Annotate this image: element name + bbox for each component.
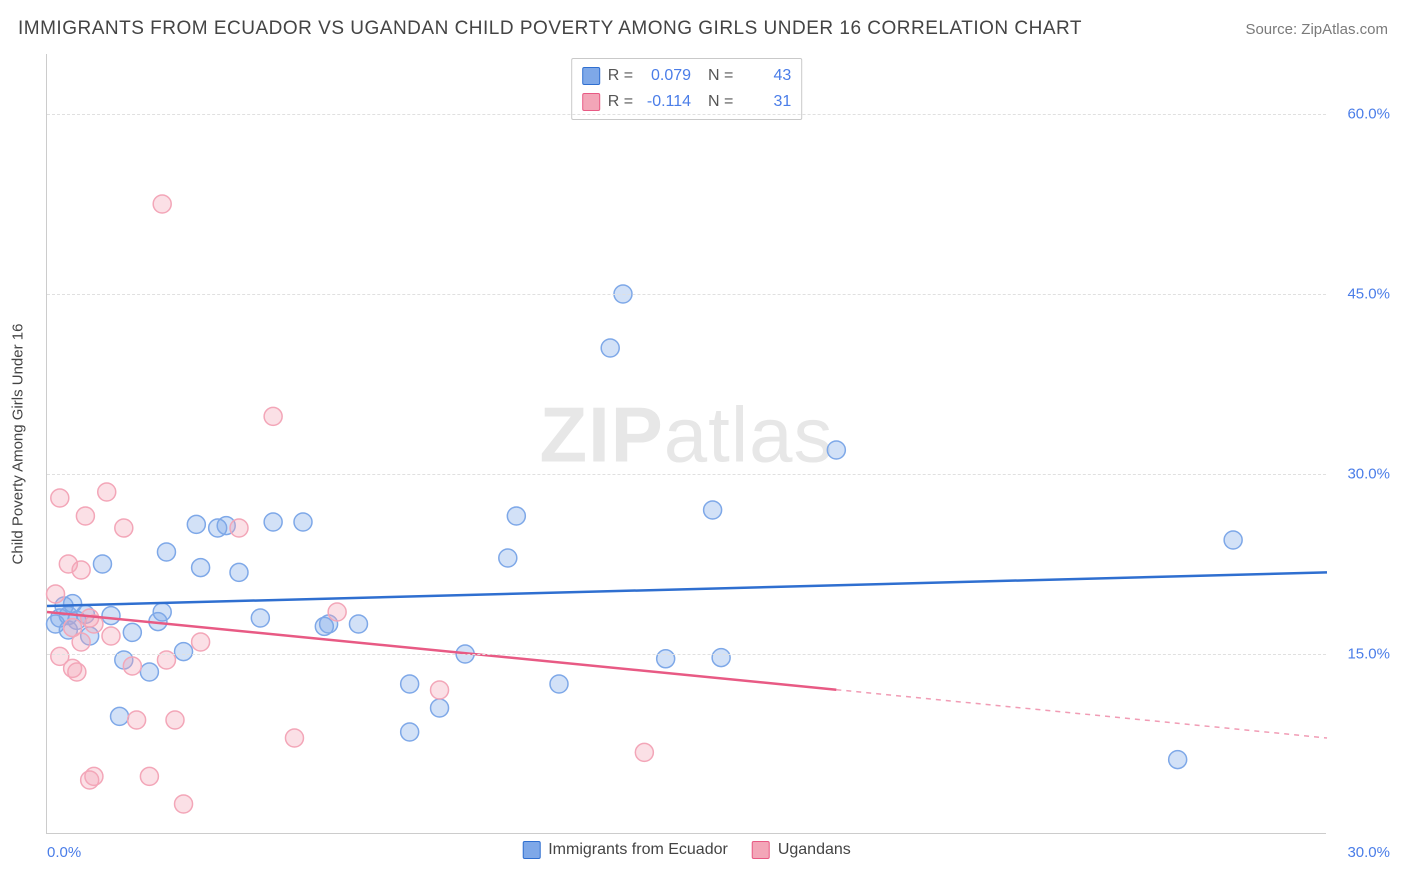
series-label-0: Immigrants from Ecuador <box>548 841 728 859</box>
legend-swatch-icon <box>582 93 600 111</box>
legend-swatch-icon <box>752 841 770 859</box>
r-value-0: 0.079 <box>641 63 691 89</box>
scatter-point <box>431 699 449 717</box>
n-value-1: 31 <box>741 89 791 115</box>
series-item-0: Immigrants from Ecuador <box>522 841 728 859</box>
gridline <box>47 294 1326 295</box>
scatter-point <box>712 649 730 667</box>
scatter-point <box>230 563 248 581</box>
scatter-point <box>72 561 90 579</box>
series-legend: Immigrants from Ecuador Ugandans <box>522 841 851 859</box>
scatter-point <box>128 711 146 729</box>
chart-title: IMMIGRANTS FROM ECUADOR VS UGANDAN CHILD… <box>18 18 1082 40</box>
stats-row-0: R = 0.079 N = 43 <box>582 63 792 89</box>
n-value-0: 43 <box>741 63 791 89</box>
scatter-point <box>285 729 303 747</box>
scatter-point <box>102 607 120 625</box>
scatter-point <box>123 657 141 675</box>
scatter-point <box>175 795 193 813</box>
scatter-point <box>187 515 205 533</box>
scatter-point <box>76 507 94 525</box>
scatter-point <box>294 513 312 531</box>
scatter-point <box>68 663 86 681</box>
scatter-point <box>140 663 158 681</box>
r-value-1: -0.114 <box>641 89 691 115</box>
scatter-point <box>47 585 65 603</box>
plot-container: Child Poverty Among Girls Under 16 ZIPat… <box>46 54 1326 834</box>
y-tick-label: 15.0% <box>1334 646 1390 663</box>
series-label-1: Ugandans <box>778 841 851 859</box>
scatter-point <box>264 513 282 531</box>
y-tick-label: 45.0% <box>1334 286 1390 303</box>
series-item-1: Ugandans <box>752 841 851 859</box>
scatter-point <box>401 675 419 693</box>
scatter-point <box>704 501 722 519</box>
scatter-point <box>499 549 517 567</box>
scatter-point <box>635 743 653 761</box>
scatter-point <box>328 603 346 621</box>
scatter-point <box>51 489 69 507</box>
scatter-point <box>601 339 619 357</box>
regression-line-dashed <box>836 690 1327 738</box>
scatter-point <box>431 681 449 699</box>
gridline <box>47 474 1326 475</box>
scatter-point <box>401 723 419 741</box>
scatter-point <box>102 627 120 645</box>
scatter-point <box>157 543 175 561</box>
plot-area: ZIPatlas R = 0.079 N = 43 R = -0.114 N =… <box>46 54 1326 834</box>
scatter-point <box>72 633 90 651</box>
scatter-point <box>111 707 129 725</box>
scatter-point <box>1224 531 1242 549</box>
scatter-point <box>349 615 367 633</box>
scatter-point <box>123 623 141 641</box>
scatter-point <box>115 519 133 537</box>
gridline <box>47 114 1326 115</box>
scatter-point <box>85 767 103 785</box>
y-axis-label: Child Poverty Among Girls Under 16 <box>10 324 27 565</box>
scatter-svg <box>47 54 1327 834</box>
scatter-point <box>192 559 210 577</box>
scatter-point <box>140 767 158 785</box>
scatter-point <box>507 507 525 525</box>
gridline <box>47 654 1326 655</box>
stats-legend: R = 0.079 N = 43 R = -0.114 N = 31 <box>571 58 803 120</box>
scatter-point <box>657 650 675 668</box>
legend-swatch-icon <box>522 841 540 859</box>
scatter-point <box>1169 751 1187 769</box>
scatter-point <box>93 555 111 573</box>
scatter-point <box>827 441 845 459</box>
scatter-point <box>153 603 171 621</box>
chart-source: Source: ZipAtlas.com <box>1245 21 1388 38</box>
scatter-point <box>153 195 171 213</box>
scatter-point <box>550 675 568 693</box>
y-tick-label: 60.0% <box>1334 106 1390 123</box>
x-tick-min: 0.0% <box>47 844 81 861</box>
scatter-point <box>192 633 210 651</box>
scatter-point <box>98 483 116 501</box>
x-tick-max: 30.0% <box>1334 844 1390 861</box>
legend-swatch-icon <box>582 67 600 85</box>
scatter-point <box>166 711 184 729</box>
scatter-point <box>251 609 269 627</box>
y-tick-label: 30.0% <box>1334 466 1390 483</box>
scatter-point <box>175 643 193 661</box>
stats-row-1: R = -0.114 N = 31 <box>582 89 792 115</box>
scatter-point <box>230 519 248 537</box>
scatter-point <box>264 407 282 425</box>
